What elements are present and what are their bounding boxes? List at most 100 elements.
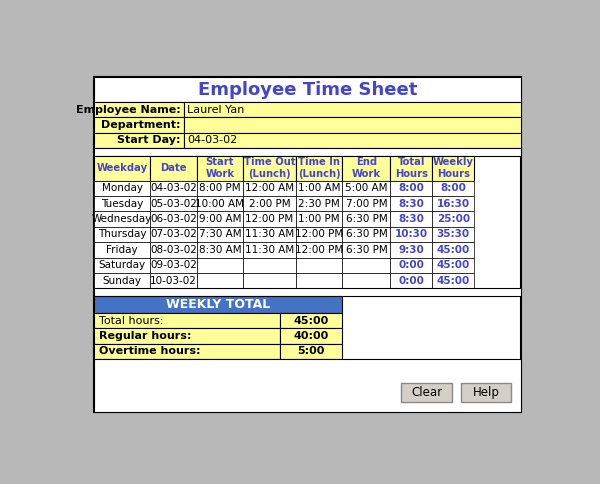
- Bar: [280, 344, 343, 359]
- Text: 0:00: 0:00: [398, 275, 424, 286]
- Bar: [94, 288, 521, 296]
- Bar: [296, 156, 343, 181]
- Bar: [197, 212, 243, 227]
- Text: 5:00 AM: 5:00 AM: [345, 183, 388, 193]
- Text: 8:00: 8:00: [398, 183, 424, 193]
- Text: Date: Date: [160, 163, 187, 173]
- Bar: [197, 273, 243, 288]
- Text: 12:00 PM: 12:00 PM: [295, 229, 343, 240]
- Text: 5:00: 5:00: [298, 347, 325, 356]
- Bar: [296, 242, 343, 257]
- Text: 6:30 PM: 6:30 PM: [346, 245, 387, 255]
- Text: 35:30: 35:30: [437, 229, 470, 240]
- Text: Clear: Clear: [411, 386, 442, 399]
- Text: Start Day:: Start Day:: [117, 136, 181, 146]
- Text: 8:30 AM: 8:30 AM: [199, 245, 241, 255]
- Text: 08-03-02: 08-03-02: [150, 245, 197, 255]
- Text: 12:00 PM: 12:00 PM: [245, 214, 293, 224]
- Text: 6:30 PM: 6:30 PM: [346, 214, 387, 224]
- Text: Total hours:: Total hours:: [99, 316, 164, 326]
- Text: 25:00: 25:00: [437, 214, 470, 224]
- Text: 12:00 AM: 12:00 AM: [245, 183, 294, 193]
- Text: Department:: Department:: [101, 120, 181, 130]
- Bar: [391, 273, 432, 288]
- Text: 05-03-02: 05-03-02: [150, 198, 197, 209]
- Text: 6:30 PM: 6:30 PM: [346, 229, 387, 240]
- Text: 16:30: 16:30: [437, 198, 470, 209]
- Text: Overtime hours:: Overtime hours:: [99, 347, 200, 356]
- Bar: [94, 313, 280, 328]
- Bar: [197, 196, 243, 212]
- Text: Total
Hours: Total Hours: [395, 157, 428, 179]
- Text: WEEKLY TOTAL: WEEKLY TOTAL: [166, 298, 271, 311]
- Text: 09-03-02: 09-03-02: [150, 260, 197, 270]
- Bar: [343, 227, 391, 242]
- Bar: [94, 359, 521, 412]
- Text: 1:00 PM: 1:00 PM: [298, 214, 340, 224]
- Text: Tuesday: Tuesday: [101, 198, 143, 209]
- Bar: [197, 181, 243, 196]
- Bar: [296, 273, 343, 288]
- Bar: [94, 242, 150, 257]
- Bar: [296, 196, 343, 212]
- Text: 11:30 AM: 11:30 AM: [245, 245, 294, 255]
- Bar: [94, 181, 150, 196]
- Bar: [296, 257, 343, 273]
- Text: Start
Work: Start Work: [205, 157, 235, 179]
- Bar: [391, 181, 432, 196]
- Text: 45:00: 45:00: [437, 245, 470, 255]
- Bar: [391, 257, 432, 273]
- Bar: [296, 212, 343, 227]
- Bar: [432, 257, 474, 273]
- Bar: [243, 181, 296, 196]
- Bar: [184, 117, 521, 133]
- Text: 9:00 AM: 9:00 AM: [199, 214, 241, 224]
- Text: 9:30: 9:30: [398, 245, 424, 255]
- Text: Time In
(Lunch): Time In (Lunch): [298, 157, 340, 179]
- Text: Thursday: Thursday: [98, 229, 146, 240]
- Bar: [243, 242, 296, 257]
- Text: Monday: Monday: [102, 183, 143, 193]
- Text: 10:00 AM: 10:00 AM: [196, 198, 244, 209]
- Bar: [343, 181, 391, 196]
- Text: Saturday: Saturday: [99, 260, 146, 270]
- Bar: [94, 273, 150, 288]
- Bar: [94, 77, 521, 102]
- Text: Weekday: Weekday: [97, 163, 148, 173]
- Bar: [94, 227, 150, 242]
- Bar: [243, 156, 296, 181]
- Bar: [391, 212, 432, 227]
- Bar: [94, 212, 150, 227]
- Bar: [94, 257, 150, 273]
- Text: 8:00: 8:00: [440, 183, 466, 193]
- Bar: [94, 156, 150, 181]
- Text: Time Out
(Lunch): Time Out (Lunch): [244, 157, 295, 179]
- Text: 40:00: 40:00: [294, 331, 329, 341]
- Bar: [197, 156, 243, 181]
- Text: Laurel Yan: Laurel Yan: [187, 105, 245, 115]
- Text: Help: Help: [473, 386, 500, 399]
- Bar: [150, 212, 197, 227]
- Bar: [184, 102, 521, 117]
- Text: 0:00: 0:00: [398, 260, 424, 270]
- Bar: [391, 227, 432, 242]
- Bar: [150, 242, 197, 257]
- Bar: [343, 273, 391, 288]
- Bar: [391, 196, 432, 212]
- Text: 2:00 PM: 2:00 PM: [249, 198, 290, 209]
- Bar: [184, 133, 521, 148]
- Text: 8:30: 8:30: [398, 198, 424, 209]
- Text: Sunday: Sunday: [103, 275, 142, 286]
- Text: End
Work: End Work: [352, 157, 381, 179]
- Bar: [150, 156, 197, 181]
- Bar: [343, 196, 391, 212]
- Bar: [432, 196, 474, 212]
- Text: Friday: Friday: [106, 245, 138, 255]
- Text: 1:00 AM: 1:00 AM: [298, 183, 340, 193]
- Bar: [94, 133, 184, 148]
- Bar: [280, 328, 343, 344]
- Bar: [343, 212, 391, 227]
- Bar: [461, 383, 511, 402]
- Text: 7:00 PM: 7:00 PM: [346, 198, 387, 209]
- Bar: [401, 383, 452, 402]
